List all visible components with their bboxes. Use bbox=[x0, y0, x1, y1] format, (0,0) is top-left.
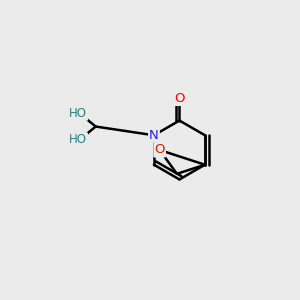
Text: HO: HO bbox=[69, 107, 87, 120]
Text: O: O bbox=[154, 143, 165, 157]
Text: O: O bbox=[174, 92, 185, 105]
Text: N: N bbox=[149, 129, 159, 142]
Text: HO: HO bbox=[69, 133, 87, 146]
